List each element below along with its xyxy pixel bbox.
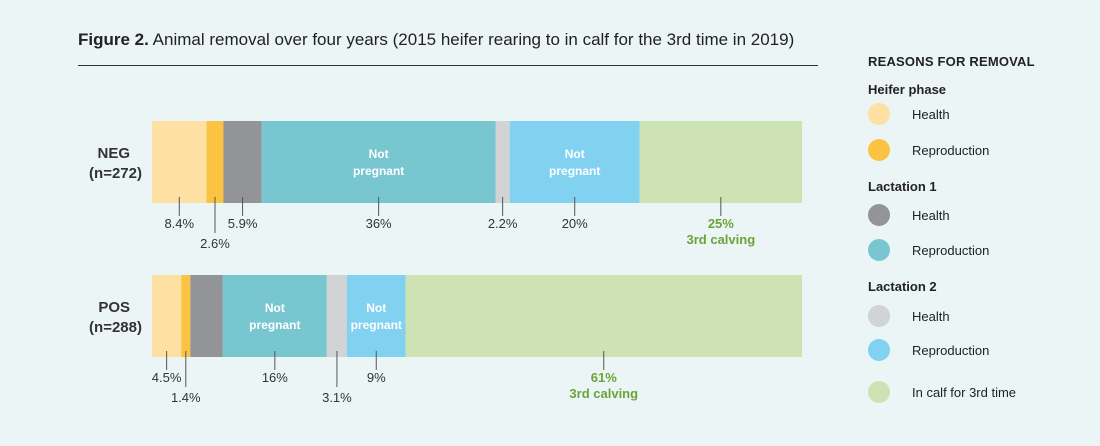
bar-segment [181,275,191,357]
legend-item: Health [868,203,1093,227]
legend-item: In calf for 3rd time [868,380,1093,404]
bar-segment [222,275,327,357]
figure-title: Figure 2. Animal removal over four years… [78,30,794,50]
value-label: 16% [262,370,288,385]
legend-swatch [868,139,890,161]
value-label: 4.5% [152,370,182,385]
legend-label: Health [912,207,950,223]
segment-inner-label: Not [565,147,585,161]
segment-inner-label: pregnant [249,318,300,332]
value-label: 61% [591,370,617,385]
bar-segment [495,121,510,203]
legend: REASONS FOR REMOVAL Heifer phase Health … [868,50,1093,404]
value-label: 1.4% [171,390,201,405]
segment-inner-label: pregnant [353,164,404,178]
legend-swatch [868,239,890,261]
legend-item: Reproduction [868,338,1093,362]
value-sublabel: 3rd calving [569,386,638,401]
stacked-bar-chart: NEG (n=272) 8.4% 2.6% 5.9% Not pregnant 36% 2.2%… [89,121,802,405]
legend-item: Reproduction [868,138,1093,162]
bar-segment [405,275,802,357]
legend-item: Health [868,102,1093,126]
value-label: 20% [562,216,588,231]
legend-swatch [868,204,890,226]
segment-inner-label: pregnant [549,164,600,178]
legend-swatch [868,305,890,327]
segment-inner-label: Not [366,301,386,315]
legend-label: In calf for 3rd time [912,384,1017,400]
segment-inner-label: Not [369,147,389,161]
figure-caption: Animal removal over four years (2015 hei… [152,30,795,49]
bar-segment [152,121,207,203]
legend-swatch [868,381,890,403]
legend-label: Reproduction [912,142,990,158]
bar-segment [326,275,347,357]
value-label: 5.9% [228,216,258,231]
value-label: 2.2% [488,216,518,231]
category-count: (n=288) [89,319,142,336]
legend-group-lactation1-title: Lactation 1 [868,179,937,194]
category-name: POS [98,299,130,316]
figure-number: Figure 2. [78,30,149,49]
segment-inner-label: Not [265,301,285,315]
legend-group-heifer-title: Heifer phase [868,82,947,97]
bar-segment [509,121,640,203]
legend-item: Health [868,304,1093,328]
bar-segment [206,121,224,203]
legend-label: Reproduction [912,342,990,358]
segment-inner-label: pregnant [351,318,402,332]
value-sublabel: 3rd calving [687,232,756,247]
legend-swatch [868,103,890,125]
legend-item: Reproduction [868,238,1093,262]
bar-segment [639,121,802,203]
title-divider [78,65,818,66]
bar-segment [347,275,406,357]
bar-segment [152,275,182,357]
value-label: 25% [708,216,734,231]
legend-label: Health [912,308,950,324]
legend-title: REASONS FOR REMOVAL [868,54,1035,69]
bar-segment [223,121,262,203]
legend-label: Reproduction [912,242,990,258]
value-label: 36% [366,216,392,231]
category-name: NEG [97,145,130,162]
bar-segment [190,275,223,357]
bar-segment [261,121,496,203]
legend-swatch [868,339,890,361]
legend-group-lactation2-title: Lactation 2 [868,279,937,294]
value-label: 9% [367,370,386,385]
value-label: 3.1% [322,390,352,405]
legend-label: Health [912,106,950,122]
category-count: (n=272) [89,165,142,182]
value-label: 2.6% [200,236,230,251]
value-label: 8.4% [164,216,194,231]
